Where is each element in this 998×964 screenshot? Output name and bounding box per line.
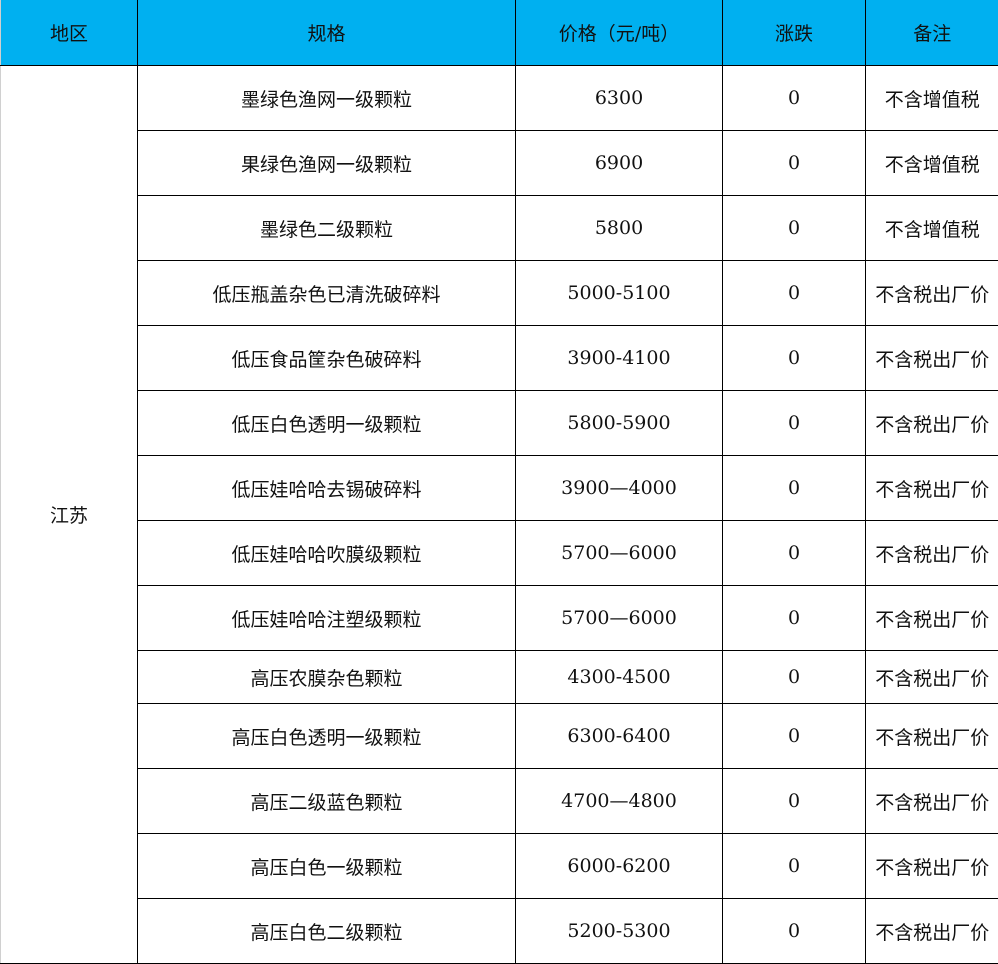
- header-change: 涨跌: [722, 0, 866, 66]
- table-row: 高压白色一级颗粒 6000-6200 0 不含税出厂价: [1, 833, 998, 899]
- change-cell: 0: [722, 65, 866, 131]
- price-cell: 3900-4100: [515, 325, 723, 391]
- price-cell: 4300-4500: [515, 650, 723, 704]
- table-row: 低压娃哈哈注塑级颗粒 5700—6000 0 不含税出厂价: [1, 585, 998, 651]
- note-cell: 不含税出厂价: [865, 325, 998, 391]
- note-cell: 不含税出厂价: [865, 520, 998, 586]
- table-row: 高压白色二级颗粒 5200-5300 0 不含税出厂价: [1, 898, 998, 964]
- table-row: 低压瓶盖杂色已清洗破碎料 5000-5100 0 不含税出厂价: [1, 260, 998, 326]
- price-cell: 5700—6000: [515, 520, 723, 586]
- price-cell: 5800: [515, 195, 723, 261]
- price-cell: 5700—6000: [515, 585, 723, 651]
- price-cell: 5800-5900: [515, 390, 723, 456]
- price-cell: 6300-6400: [515, 703, 723, 769]
- table-row: 高压农膜杂色颗粒 4300-4500 0 不含税出厂价: [1, 650, 998, 704]
- note-cell: 不含税出厂价: [865, 585, 998, 651]
- header-row: 地区 规格 价格（元/吨） 涨跌 备注: [0, 0, 998, 66]
- spec-cell: 高压二级蓝色颗粒: [137, 768, 516, 834]
- note-cell: 不含税出厂价: [865, 703, 998, 769]
- note-cell: 不含增值税: [865, 65, 998, 131]
- change-cell: 0: [722, 833, 866, 899]
- spec-cell: 果绿色渔网一级颗粒: [137, 130, 516, 196]
- note-cell: 不含增值税: [865, 195, 998, 261]
- header-price: 价格（元/吨）: [515, 0, 723, 66]
- change-cell: 0: [722, 520, 866, 586]
- spec-cell: 高压白色一级颗粒: [137, 833, 516, 899]
- note-cell: 不含税出厂价: [865, 650, 998, 704]
- spec-cell: 低压娃哈哈吹膜级颗粒: [137, 520, 516, 586]
- change-cell: 0: [722, 898, 866, 964]
- price-cell: 3900—4000: [515, 455, 723, 521]
- spec-cell: 低压娃哈哈去锡破碎料: [137, 455, 516, 521]
- change-cell: 0: [722, 455, 866, 521]
- table-body: 江苏 墨绿色渔网一级颗粒 6300 0 不含增值税 果绿色渔网一级颗粒 6900 0 不含增值税…: [0, 65, 998, 964]
- header-region: 地区: [0, 0, 138, 66]
- change-cell: 0: [722, 585, 866, 651]
- spec-cell: 高压白色透明一级颗粒: [137, 703, 516, 769]
- note-cell: 不含税出厂价: [865, 768, 998, 834]
- table-row: 低压娃哈哈吹膜级颗粒 5700—6000 0 不含税出厂价: [1, 520, 998, 586]
- price-cell: 6000-6200: [515, 833, 723, 899]
- table-row: 低压娃哈哈去锡破碎料 3900—4000 0 不含税出厂价: [1, 455, 998, 521]
- spec-cell: 低压瓶盖杂色已清洗破碎料: [137, 260, 516, 326]
- spec-cell: 墨绿色二级颗粒: [137, 195, 516, 261]
- price-cell: 4700—4800: [515, 768, 723, 834]
- price-cell: 6300: [515, 65, 723, 131]
- price-cell: 5200-5300: [515, 898, 723, 964]
- note-cell: 不含税出厂价: [865, 260, 998, 326]
- change-cell: 0: [722, 703, 866, 769]
- change-cell: 0: [722, 325, 866, 391]
- note-cell: 不含税出厂价: [865, 455, 998, 521]
- change-cell: 0: [722, 650, 866, 704]
- change-cell: 0: [722, 260, 866, 326]
- table-row: 高压二级蓝色颗粒 4700—4800 0 不含税出厂价: [1, 768, 998, 834]
- change-cell: 0: [722, 390, 866, 456]
- table-row: 果绿色渔网一级颗粒 6900 0 不含增值税: [1, 130, 998, 196]
- price-cell: 6900: [515, 130, 723, 196]
- spec-cell: 低压白色透明一级颗粒: [137, 390, 516, 456]
- table-row: 墨绿色二级颗粒 5800 0 不含增值税: [1, 195, 998, 261]
- table-row: 高压白色透明一级颗粒 6300-6400 0 不含税出厂价: [1, 703, 998, 769]
- change-cell: 0: [722, 130, 866, 196]
- note-cell: 不含增值税: [865, 130, 998, 196]
- header-note: 备注: [865, 0, 998, 66]
- note-cell: 不含税出厂价: [865, 390, 998, 456]
- spec-cell: 墨绿色渔网一级颗粒: [137, 65, 516, 131]
- table-row: 江苏 墨绿色渔网一级颗粒 6300 0 不含增值税: [0, 65, 998, 964]
- change-cell: 0: [722, 195, 866, 261]
- price-cell: 5000-5100: [515, 260, 723, 326]
- spec-cell: 高压白色二级颗粒: [137, 898, 516, 964]
- table-row: 低压食品筐杂色破碎料 3900-4100 0 不含税出厂价: [1, 325, 998, 391]
- header-spec: 规格: [137, 0, 516, 66]
- spec-cell: 高压农膜杂色颗粒: [137, 650, 516, 704]
- table-row: 低压白色透明一级颗粒 5800-5900 0 不含税出厂价: [1, 390, 998, 456]
- note-cell: 不含税出厂价: [865, 833, 998, 899]
- spec-cell: 低压娃哈哈注塑级颗粒: [137, 585, 516, 651]
- note-cell: 不含税出厂价: [865, 898, 998, 964]
- change-cell: 0: [722, 768, 866, 834]
- spec-cell: 低压食品筐杂色破碎料: [137, 325, 516, 391]
- region-cell: 江苏: [0, 65, 138, 964]
